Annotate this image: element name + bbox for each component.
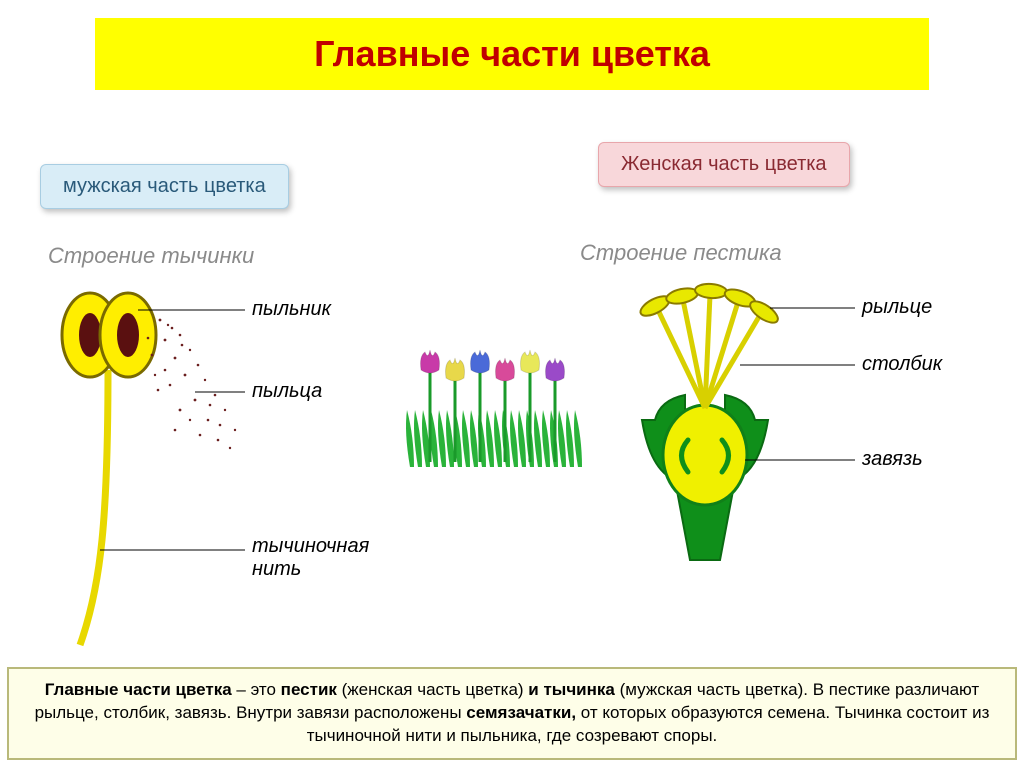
anther-label: пыльник [252,298,331,321]
footer-b4: семязачатки, [466,703,576,722]
female-part-label: Женская часть цветка [598,142,850,187]
footer-t1: – это [232,680,281,699]
stigma-label: рыльце [862,296,932,319]
pollen-label: пыльца [252,380,322,403]
style-label: столбик [862,353,942,376]
filament-label: тычиночная нить [252,535,412,581]
footer-text: Главные части цветка – это пестик (женск… [7,667,1017,760]
pistil-subtitle: Строение пестика [580,240,782,266]
ovary-label: завязь [862,448,923,471]
center-flowers-icon [400,322,590,472]
footer-b3: и тычинка [528,680,615,699]
male-part-label: мужская часть цветка [40,164,289,209]
footer-b1: Главные части цветка [45,680,232,699]
footer-b2: пестик [281,680,337,699]
stamen-subtitle: Строение тычинки [48,243,254,269]
pistil-diagram [580,270,900,590]
main-title: Главные части цветка [95,18,929,90]
stamen-diagram [20,280,380,650]
footer-t2: (женская часть цветка) [337,680,528,699]
